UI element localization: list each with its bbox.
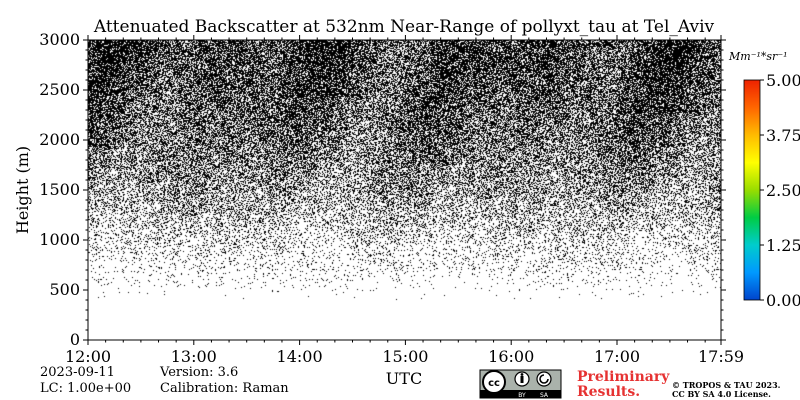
x-tick-label-2: 14:00 (277, 347, 323, 366)
x-axis: 12:00 13:00 14:00 15:00 16:00 17:00 17:59 (65, 35, 744, 366)
y-tick-label-0: 0 (70, 330, 80, 349)
date-label: 2023-09-11 (40, 365, 115, 380)
preliminary-label: Preliminary (577, 369, 670, 385)
x-tick-label-4: 16:00 (488, 347, 534, 366)
y-axis: 0 500 1000 1500 2000 2500 3000 (39, 30, 726, 349)
sa-text: SA (540, 392, 549, 399)
license-label: CC BY SA 4.0 License. (672, 389, 771, 399)
y-tick-label-6: 3000 (39, 30, 80, 49)
y-tick-label-4: 2000 (39, 130, 80, 149)
x-tick-label-1: 13:00 (171, 347, 217, 366)
version-label: Version: 3.6 (159, 365, 238, 380)
y-tick-label-3: 1500 (39, 180, 80, 199)
colorbar-gradient (743, 79, 761, 301)
sa-share-icon (536, 371, 552, 387)
x-tick-label-6: 17:59 (698, 347, 744, 366)
cc-icon (482, 370, 506, 394)
backscatter-field (88, 40, 721, 340)
colorbar-tick-label-0: 0.00 (766, 291, 800, 310)
y-axis-label: Height (m) (13, 146, 32, 234)
colorbar: Mm⁻¹*sr⁻¹ 0.00 1.25 2.50 3.75 5.00 (728, 50, 800, 310)
cc-text: cc (488, 378, 500, 389)
y-tick-label-2: 1000 (39, 230, 80, 249)
colorbar-tick-label-4: 5.00 (766, 71, 800, 90)
backscatter-speckle (88, 40, 721, 340)
x-tick-label-3: 15:00 (382, 347, 428, 366)
x-tick-label-5: 17:00 (594, 347, 640, 366)
colorbar-ticks: 0.00 1.25 2.50 3.75 5.00 (760, 71, 800, 310)
lc-label: LC: 1.00e+00 (40, 381, 131, 396)
chart-title: Attenuated Backscatter at 532nm Near-Ran… (93, 17, 715, 37)
colorbar-unit: Mm⁻¹*sr⁻¹ (728, 50, 788, 63)
calibration-label: Calibration: Raman (160, 381, 289, 396)
copyright-label: © TROPOS & TAU 2023. (672, 380, 781, 390)
plot-area: 0 500 1000 1500 2000 2500 3000 12:00 13:00 14:00… (39, 30, 744, 366)
colorbar-tick-label-3: 3.75 (766, 126, 800, 145)
y-tick-label-5: 2500 (39, 80, 80, 99)
x-tick-label-0: 12:00 (65, 347, 111, 366)
by-text: BY (518, 392, 526, 399)
meta-info: 2023-09-11 Version: 3.6 LC: 1.00e+00 Cal… (40, 365, 289, 396)
colorbar-tick-label-1: 1.25 (766, 236, 800, 255)
x-axis-label: UTC (386, 369, 422, 388)
colorbar-tick-label-2: 2.50 (766, 181, 800, 200)
cc-license-badge: cc BY SA (479, 369, 562, 399)
y-tick-label-1: 500 (49, 280, 80, 299)
preliminary-results-label: Results. (577, 384, 640, 400)
